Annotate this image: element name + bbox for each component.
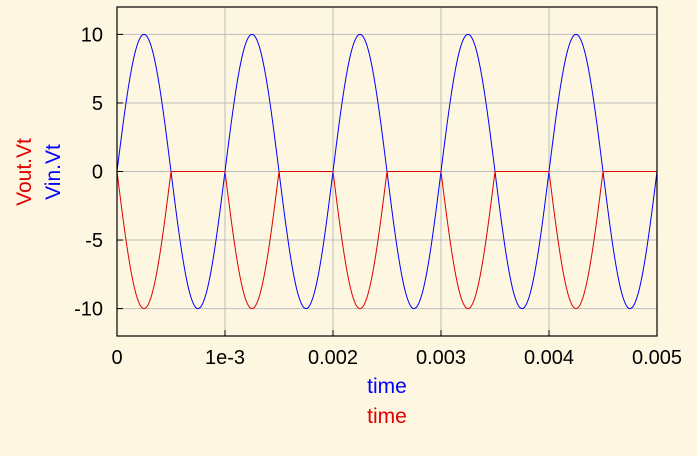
y-tick-label: -10 <box>74 299 103 321</box>
x-tick-label: 0 <box>111 347 122 369</box>
x-tick-label: 0.004 <box>524 347 574 369</box>
plot-frame <box>116 6 658 337</box>
series-line-vout <box>116 171 657 310</box>
x-tick-labels: 0 1e-3 0.002 0.003 0.004 0.005 <box>111 347 682 369</box>
y-tick-label: -5 <box>85 230 103 252</box>
x-axis-title-vout: time <box>367 405 407 428</box>
x-tick-label: 0.003 <box>416 347 466 369</box>
y-axis-title-vout: Vout.Vt <box>13 138 36 206</box>
series-layer <box>116 33 658 310</box>
y-tick-label: 10 <box>81 24 103 46</box>
x-tick-label: 0.005 <box>632 347 682 369</box>
x-tick-label: 1e-3 <box>205 347 245 369</box>
y-tick-labels: -10 -5 0 5 10 <box>74 24 103 320</box>
y-tick-label: 0 <box>92 162 103 184</box>
y-axis-title-vin: Vin.Vt <box>42 144 65 200</box>
x-axis-title-vin: time <box>367 375 407 398</box>
x-tick-label: 0.002 <box>308 347 358 369</box>
y-tick-label: 5 <box>92 93 103 115</box>
